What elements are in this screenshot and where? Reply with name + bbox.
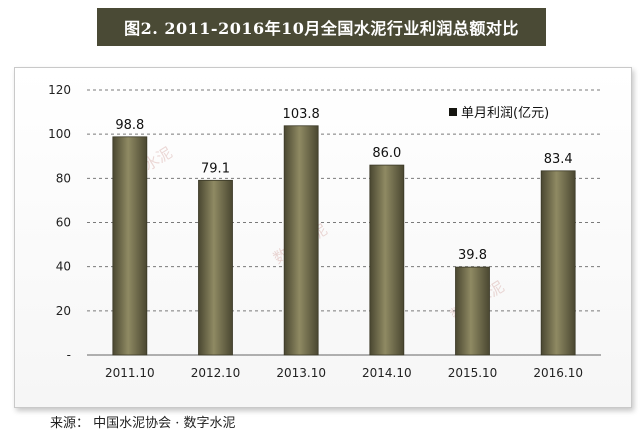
chart-title: 图2. 2011-2016年10月全国水泥行业利润总额对比 bbox=[97, 8, 546, 46]
y-tick-label: 20 bbox=[56, 304, 71, 318]
x-tick-label: 2015.10 bbox=[448, 366, 498, 380]
x-tick-label: 2012.10 bbox=[191, 366, 241, 380]
bar-value-label: 103.8 bbox=[283, 107, 320, 122]
x-tick-label: 2014.10 bbox=[362, 366, 412, 380]
bar-value-label: 39.8 bbox=[458, 248, 487, 263]
bar bbox=[455, 266, 490, 356]
bar bbox=[198, 179, 233, 356]
y-tick-label: 100 bbox=[48, 127, 71, 141]
bar-value-label: 98.8 bbox=[115, 118, 144, 133]
legend-swatch bbox=[449, 107, 457, 116]
legend: 单月利润(亿元) bbox=[449, 102, 549, 121]
bar-value-label: 79.1 bbox=[201, 161, 230, 176]
chart-panel: 数字水泥 数字水泥 数字水泥 -2040608010012098.82011.1… bbox=[14, 67, 632, 408]
x-tick-label: 2011.10 bbox=[105, 366, 155, 380]
legend-label: 单月利润(亿元) bbox=[461, 106, 550, 121]
bar bbox=[369, 164, 405, 356]
bar bbox=[112, 136, 148, 356]
bar-chart: - 20 40 60 80 100 120 98.8 2011.10 79.1 2012.10 103… bbox=[48, 83, 601, 380]
bar-value-label: 83.4 bbox=[544, 152, 573, 167]
bar bbox=[283, 125, 319, 356]
x-tick-label: 2016.10 bbox=[533, 366, 583, 380]
x-tick-label: 2013.10 bbox=[276, 366, 326, 380]
y-tick-label: 40 bbox=[56, 260, 71, 274]
source-note: 来源： 中国水泥协会 · 数字水泥 bbox=[50, 416, 236, 431]
y-tick-label: 60 bbox=[56, 216, 71, 230]
y-tick-label: 80 bbox=[56, 171, 71, 185]
y-tick-label: - bbox=[67, 348, 71, 362]
bar-value-label: 86.0 bbox=[372, 146, 401, 161]
bar bbox=[540, 170, 576, 356]
y-tick-label: 120 bbox=[48, 83, 71, 97]
